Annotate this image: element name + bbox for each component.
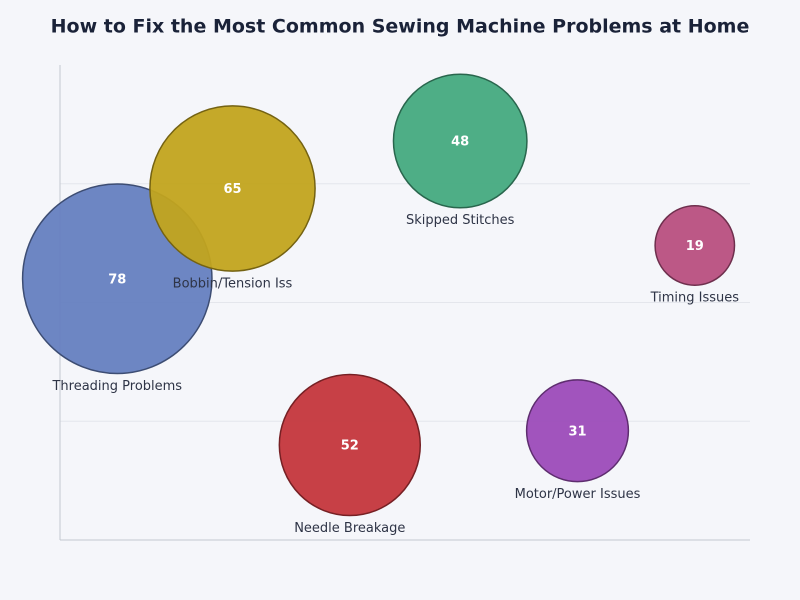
chart-title: How to Fix the Most Common Sewing Machin… [51,16,750,38]
value-label: 52 [341,439,359,454]
value-label: 19 [686,239,704,254]
bubble [525,379,630,483]
plot-area: 78 Threading Problems 65 Bobbin/Tension Iss… [21,73,740,536]
bubble-label: Threading Problems [51,379,182,394]
value-label: 78 [108,272,126,287]
bubble-label: Skipped Stitches [406,213,515,228]
bubble-label: Motor/Power Issues [515,487,641,502]
bubble [392,73,528,209]
value-label: 65 [223,182,241,197]
bubble [278,373,422,517]
bubble [654,205,736,286]
bubble [149,105,316,272]
bubble-label: Timing Issues [650,291,740,306]
value-label: 31 [568,424,586,439]
bubble-label: Bobbin/Tension Iss [173,277,293,292]
bubble-label: Needle Breakage [294,521,405,536]
value-label: 48 [451,135,469,150]
